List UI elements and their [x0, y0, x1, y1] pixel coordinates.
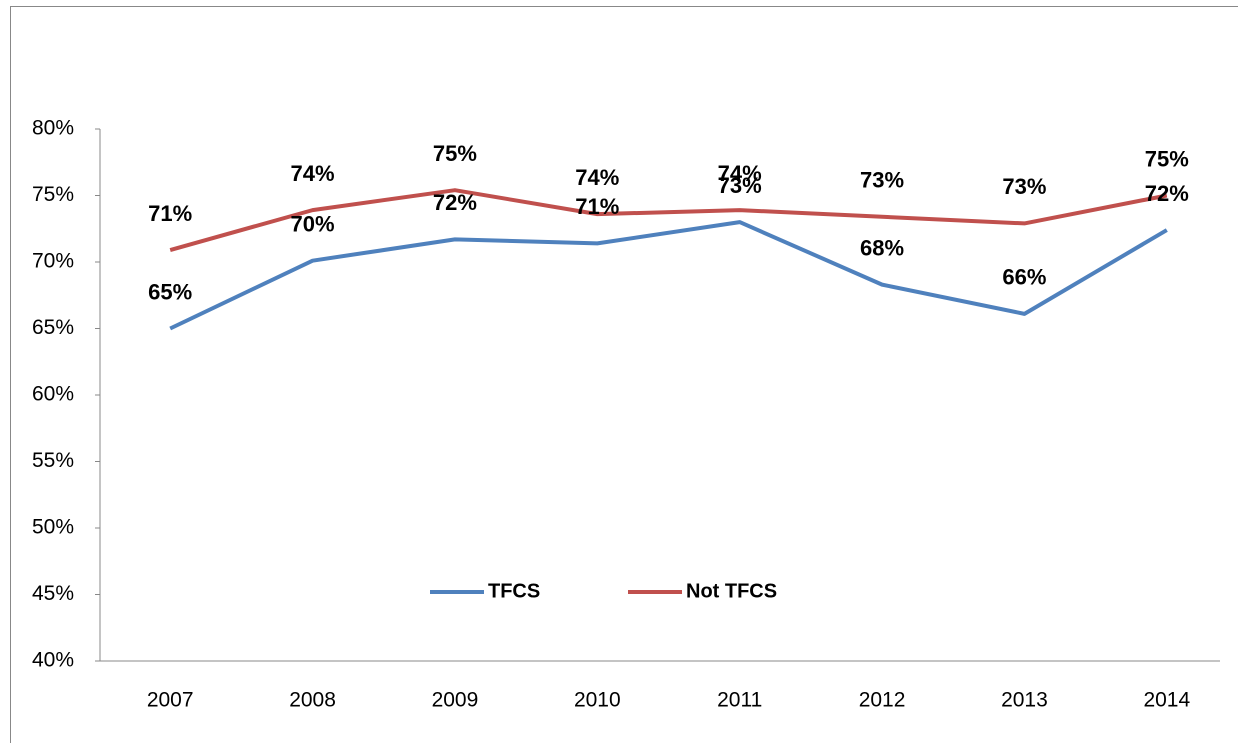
- data-label: 73%: [718, 173, 762, 198]
- legend-label: Not TFCS: [686, 580, 777, 602]
- data-label: 70%: [291, 211, 335, 236]
- y-tick-label: 70%: [32, 250, 74, 273]
- x-tick-label: 2008: [289, 689, 336, 712]
- y-tick-label: 60%: [32, 383, 74, 406]
- legend-label: TFCS: [488, 580, 540, 602]
- x-tick-label: 2007: [147, 689, 194, 712]
- y-tick-label: 75%: [32, 183, 74, 206]
- data-label: 73%: [860, 168, 904, 193]
- data-label: 72%: [1145, 181, 1189, 206]
- y-tick-label: 55%: [32, 449, 74, 472]
- data-label: 72%: [433, 190, 477, 215]
- x-tick-label: 2013: [1001, 689, 1048, 712]
- x-tick-label: 2014: [1143, 689, 1190, 712]
- data-label: 74%: [718, 161, 762, 186]
- data-label: 74%: [291, 161, 335, 186]
- x-tick-label: 2009: [432, 689, 479, 712]
- y-tick-label: 65%: [32, 316, 74, 339]
- y-tick-label: 80%: [32, 117, 74, 140]
- data-label: 71%: [575, 194, 619, 219]
- series-line: [169, 188, 1168, 252]
- y-tick-label: 45%: [32, 582, 74, 605]
- data-label: 75%: [433, 141, 477, 166]
- data-label: 71%: [148, 201, 192, 226]
- x-tick-label: 2011: [717, 689, 762, 712]
- y-tick-label: 50%: [32, 516, 74, 539]
- data-label: 68%: [860, 235, 904, 260]
- data-label: 66%: [1002, 265, 1046, 290]
- chart-frame: [10, 6, 1238, 743]
- x-tick-label: 2012: [859, 689, 906, 712]
- data-label: 74%: [575, 165, 619, 190]
- series-line: [169, 220, 1168, 331]
- y-tick-label: 40%: [32, 649, 74, 672]
- data-label: 75%: [1145, 146, 1189, 171]
- x-tick-label: 2010: [574, 689, 621, 712]
- data-label: 73%: [1002, 174, 1046, 199]
- data-label: 65%: [148, 279, 192, 304]
